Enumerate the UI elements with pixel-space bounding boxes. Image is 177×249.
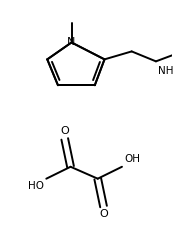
Text: NH: NH: [158, 66, 173, 76]
Text: O: O: [60, 126, 69, 136]
Text: HO: HO: [28, 181, 44, 191]
Text: OH: OH: [124, 154, 140, 164]
Text: N: N: [67, 37, 76, 48]
Text: O: O: [99, 209, 108, 220]
